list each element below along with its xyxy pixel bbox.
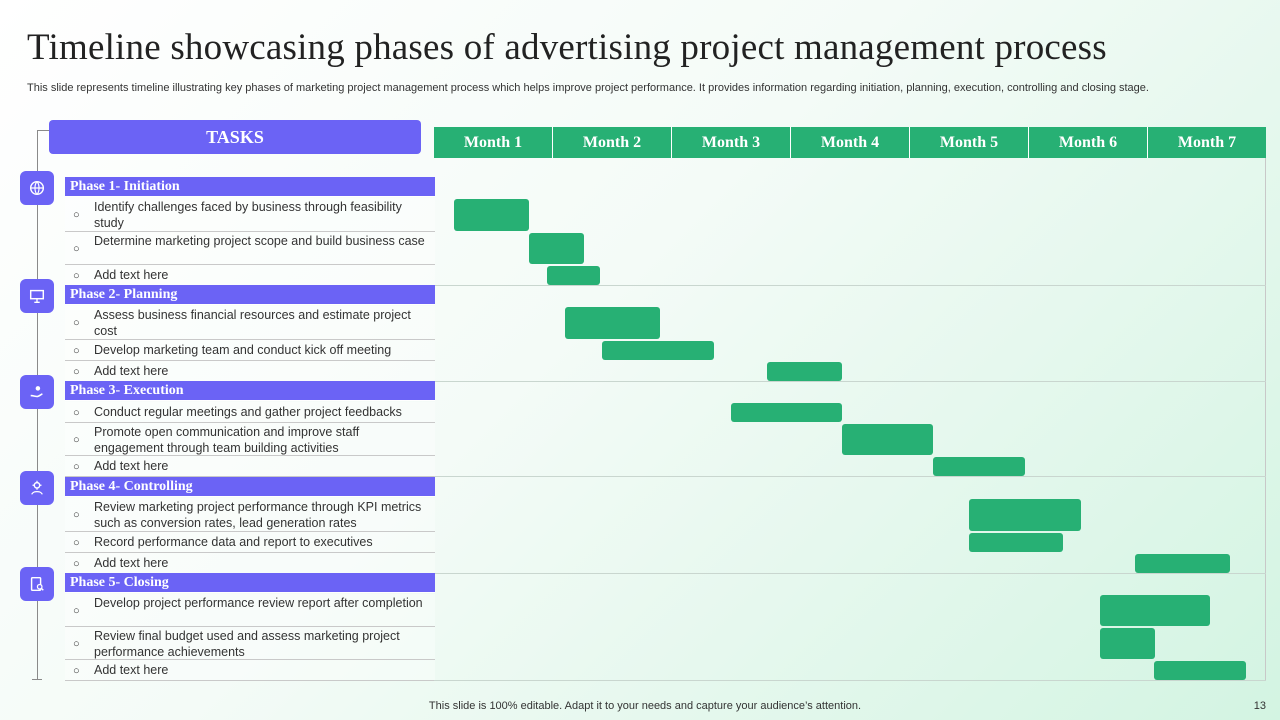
bullet-icon: ○ <box>73 406 80 419</box>
bullet-icon: ○ <box>73 209 80 221</box>
gantt-bar <box>1135 554 1231 573</box>
gantt-bar <box>546 266 601 285</box>
gantt-bar <box>731 403 842 422</box>
phase-separator-line <box>434 476 1266 477</box>
task-row: ○ Review final budget used and assess mar… <box>65 627 435 660</box>
month-5-label: Month 5 <box>910 127 1029 158</box>
bullet-icon: ○ <box>73 604 80 617</box>
bullet-icon: ○ <box>73 637 80 650</box>
task-row: ○ Add text here <box>65 361 435 382</box>
month-3-label: Month 3 <box>672 127 791 158</box>
page-number: 13 <box>1253 700 1266 712</box>
phase-header: Phase 1- Initiation <box>65 177 435 197</box>
task-label: Review final budget used and assess mark… <box>94 629 400 659</box>
timeline-top-tick <box>37 130 49 131</box>
clipboard-search-icon <box>20 567 54 601</box>
task-row: ○ Add text here <box>65 553 435 574</box>
gantt-bar <box>841 424 934 455</box>
phase-separator-line <box>434 381 1266 382</box>
bullet-icon: ○ <box>73 509 80 521</box>
bullet-icon: ○ <box>73 344 80 357</box>
globe-icon <box>20 171 54 205</box>
phase-header: Phase 3- Execution <box>65 381 435 401</box>
presentation-board-icon-glyph <box>29 289 45 303</box>
task-label: Conduct regular meetings and gather proj… <box>94 405 402 419</box>
task-row: ○ Promote open communication and improve … <box>65 423 435 456</box>
task-label: Identify challenges faced by business th… <box>94 200 402 230</box>
task-row: ○ Identify challenges faced by business t… <box>65 198 435 232</box>
presentation-board-icon <box>20 279 54 313</box>
task-label: Determine marketing project scope and bu… <box>94 234 425 248</box>
clipboard-search-icon-glyph <box>30 576 44 592</box>
phase-header: Phase 4- Controlling <box>65 477 435 497</box>
bullet-icon: ○ <box>73 664 80 677</box>
task-row: ○ Develop project performance review repo… <box>65 594 435 627</box>
task-row: ○ Conduct regular meetings and gather pro… <box>65 402 435 423</box>
bullet-icon: ○ <box>73 317 80 329</box>
gantt-bar <box>968 533 1063 552</box>
task-row: ○ Add text here <box>65 456 435 477</box>
gantt-bar <box>529 233 584 264</box>
gantt-bar <box>968 499 1081 531</box>
hand-person-icon-glyph <box>30 386 43 398</box>
hand-settings-icon <box>20 471 54 505</box>
hand-person-icon <box>20 375 54 409</box>
slide-title: Timeline showcasing phases of advertisin… <box>27 27 1107 68</box>
hand-settings-icon-glyph <box>31 480 43 495</box>
task-row: ○ Develop marketing team and conduct kick… <box>65 340 435 361</box>
gantt-bar <box>766 362 842 381</box>
gantt-bar <box>1099 628 1156 659</box>
gantt-bar <box>564 307 660 339</box>
task-row: ○ Add text here <box>65 660 435 681</box>
tasks-header: TASKS <box>49 120 421 154</box>
gantt-bar <box>454 199 530 231</box>
task-label: Develop project performance review repor… <box>94 596 423 610</box>
task-label: Promote open communication and improve s… <box>94 425 360 455</box>
task-label: Add text here <box>94 459 169 473</box>
phase-header: Phase 5- Closing <box>65 573 435 593</box>
task-row: ○ Record performance data and report to e… <box>65 532 435 553</box>
bullet-icon: ○ <box>73 365 80 378</box>
gantt-bar <box>933 457 1025 476</box>
footer-note: This slide is 100% editable. Adapt it to… <box>428 700 862 712</box>
month-header: Month 1 Month 2 Month 3 Month 4 Month 5 … <box>434 127 1266 158</box>
phase-separator-line <box>434 573 1266 574</box>
task-label: Develop marketing team and conduct kick … <box>94 343 392 357</box>
task-label: Review marketing project performance thr… <box>94 500 422 530</box>
month-1-label: Month 1 <box>434 127 553 158</box>
bullet-icon: ○ <box>73 557 80 570</box>
gantt-bar <box>1099 595 1211 626</box>
month-7-label: Month 7 <box>1148 127 1266 158</box>
month-2-label: Month 2 <box>553 127 672 158</box>
bullet-icon: ○ <box>73 460 80 473</box>
task-row: ○ Determine marketing project scope and b… <box>65 232 435 265</box>
phase-header: Phase 2- Planning <box>65 285 435 305</box>
globe-icon-glyph <box>29 180 45 196</box>
task-row: ○ Add text here <box>65 265 435 286</box>
task-label: Add text here <box>94 268 169 282</box>
bullet-icon: ○ <box>73 269 80 282</box>
bullet-icon: ○ <box>73 242 80 255</box>
gantt-bar <box>1154 661 1246 680</box>
timeline-bottom-tick <box>32 679 42 680</box>
phase-separator-line <box>434 680 1266 681</box>
bullet-icon: ○ <box>73 433 80 446</box>
task-label: Add text here <box>94 364 169 378</box>
month-6-label: Month 6 <box>1029 127 1148 158</box>
task-label: Add text here <box>94 663 169 677</box>
bullet-icon: ○ <box>73 536 80 549</box>
month-4-label: Month 4 <box>791 127 910 158</box>
task-label: Add text here <box>94 556 169 570</box>
phase-separator-line <box>434 285 1266 286</box>
task-label: Assess business financial resources and … <box>94 308 411 338</box>
task-label: Record performance data and report to ex… <box>94 535 373 549</box>
task-row: ○ Assess business financial resources and… <box>65 306 435 340</box>
gantt-bar <box>601 341 715 360</box>
task-row: ○ Review marketing project performance th… <box>65 498 435 532</box>
slide-subtitle: This slide represents timeline illustrat… <box>27 82 1149 94</box>
gantt-grid <box>434 158 1266 681</box>
